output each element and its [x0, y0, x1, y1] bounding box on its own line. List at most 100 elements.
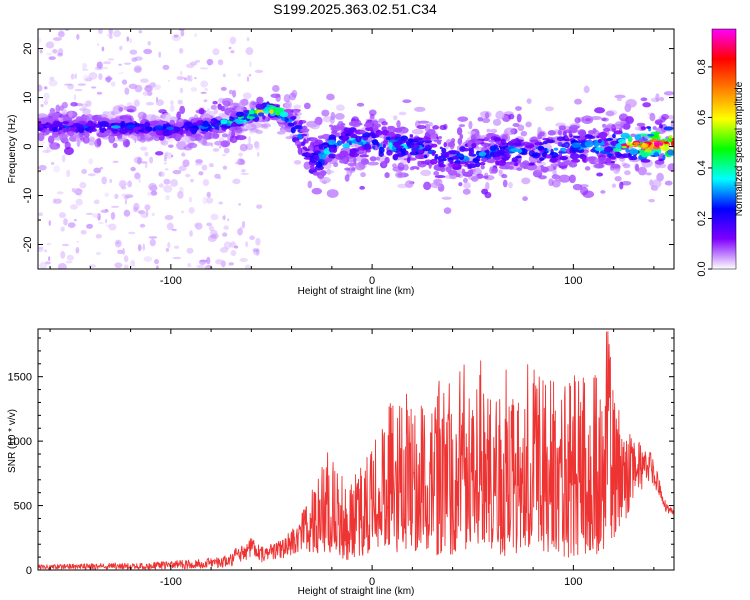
spectrogram-ridge-cell: [255, 103, 266, 110]
spectrogram-noise-cell: [43, 100, 49, 106]
spectrogram-halo-cell: [423, 181, 432, 191]
spectrogram-ridge-cell: [570, 158, 581, 163]
spectrogram-ridge-cell: [365, 149, 371, 153]
spectrogram-ridge-cell: [417, 149, 424, 154]
spectrogram-halo-cell: [462, 188, 471, 195]
spectrogram-noise-cell: [144, 162, 148, 169]
spectrogram-noise-cell: [149, 82, 156, 88]
spectrogram-halo-cell: [88, 136, 96, 142]
spectrogram-noise-cell: [217, 59, 224, 66]
spectrogram-ridge-cell: [472, 157, 480, 164]
spectrogram-ridge-cell: [328, 124, 334, 128]
spectrogram-ridge-cell: [455, 173, 461, 178]
spectrogram-noise-cell: [215, 259, 224, 265]
spectrogram-ridge-cell: [653, 151, 659, 157]
spectrogram-noise-cell: [93, 199, 100, 205]
spectrogram-ridge-cell: [565, 135, 569, 140]
spectrogram-ridge-cell: [606, 138, 614, 141]
spectrogram-noise-cell: [198, 171, 204, 176]
spectrogram-x-tick-label: 0: [369, 275, 375, 287]
spectrogram-noise-cell: [38, 84, 43, 92]
spectrogram-noise-cell: [140, 212, 149, 219]
spectrogram-halo-cell: [396, 120, 401, 128]
spectrogram-noise-cell: [143, 48, 153, 55]
spectrogram-noise-cell: [172, 256, 182, 260]
spectrogram-halo-cell: [384, 172, 390, 179]
spectrogram-noise-cell: [151, 212, 155, 217]
spectrogram-noise-cell: [84, 77, 93, 82]
spectrogram-noise-cell: [70, 73, 75, 80]
spectrogram-ridge-cell: [400, 135, 409, 142]
spectrogram-ridge-cell: [438, 163, 446, 168]
snr-x-tick-label: 100: [564, 576, 582, 588]
spectrogram-ridge-cell: [483, 142, 488, 149]
spectrogram-halo-cell: [356, 102, 365, 107]
spectrogram-ridge-cell: [452, 166, 462, 170]
spectrogram-noise-cell: [195, 60, 201, 63]
spectrogram-peak-cell: [642, 143, 646, 146]
spectrogram-ridge-cell: [321, 133, 332, 140]
spectrogram-noise-cell: [204, 88, 208, 91]
spectrogram-halo-cell: [404, 180, 414, 188]
spectrogram-ridge-cell: [62, 128, 70, 133]
spectrogram-ridge-cell: [279, 111, 289, 118]
spectrogram-ridge-cell: [666, 149, 674, 156]
colorbar-axes: 0.0 0.2 0.4 0.6 0.8: [696, 59, 712, 277]
spectrogram-ridge-cell: [427, 128, 436, 135]
spectrogram-ridge-cell: [298, 119, 303, 126]
spectrogram-ridge-cell: [315, 161, 323, 168]
spectrogram-ridge-cell: [369, 156, 377, 162]
spectrogram-ridge-cell: [623, 123, 631, 130]
spectrogram-halo-cell: [61, 108, 68, 116]
spectrogram-halo-cell: [664, 180, 673, 186]
spectrogram-noise-cell: [97, 213, 101, 221]
spectrogram-noise-cell: [123, 209, 131, 217]
spectrogram-halo-cell: [107, 110, 119, 118]
spectrogram-ridge-cell: [412, 148, 417, 154]
spectrogram-noise-cell: [129, 38, 132, 44]
spectrogram-noise-cell: [164, 214, 174, 221]
spectrogram-ridge-cell: [440, 167, 446, 173]
spectrogram-ridge-cell: [174, 121, 184, 128]
spectrogram-ridge-cell: [406, 156, 411, 164]
spectrogram-ridge-cell: [597, 139, 602, 143]
spectrogram-halo-cell: [558, 174, 571, 183]
spectrogram-ridge-cell: [362, 136, 369, 141]
spectrogram-noise-cell: [179, 87, 184, 94]
spectrogram-noise-cell: [202, 179, 210, 187]
spectrogram-ridge-cell: [385, 136, 391, 141]
spectrogram-noise-cell: [146, 191, 152, 197]
spectrogram-noise-cell: [248, 136, 251, 144]
spectrogram-halo-cell: [502, 179, 508, 188]
spectrogram-noise-cell: [147, 84, 151, 92]
spectrogram-noise-cell: [232, 89, 237, 98]
spectrogram-ridge-cell: [431, 151, 436, 157]
spectrogram-noise-cell: [165, 194, 170, 201]
spectrogram-noise-cell: [162, 64, 170, 71]
spectrogram-noise-cell: [39, 49, 43, 54]
spectrogram-noise-cell: [148, 236, 158, 239]
spectrogram-halo-cell: [515, 106, 522, 111]
spectrogram-ridge-cell: [144, 126, 153, 132]
spectrogram-noise-cell: [155, 99, 164, 106]
spectrogram-ridge-cell: [562, 131, 567, 137]
colorbar-label: Normalized spectral amplitude: [734, 81, 745, 216]
spectrogram-noise-cell: [110, 81, 116, 87]
spectrogram-noise-cell: [108, 35, 113, 39]
spectrogram-ridge-cell: [367, 132, 376, 137]
spectrogram-halo-cell: [369, 113, 375, 120]
spectrogram-ridge-cell: [392, 141, 401, 148]
spectrogram-ridge-cell: [500, 138, 506, 146]
spectrogram-ridge-cell: [396, 151, 402, 154]
spectrogram-halo-cell: [596, 172, 604, 177]
spectrogram-noise-cell: [57, 52, 64, 57]
spectrogram-noise-cell: [179, 48, 184, 54]
spectrogram-ridge-cell: [211, 121, 220, 128]
spectrogram-halo-cell: [68, 135, 77, 142]
spectrogram-peak-cell: [658, 142, 664, 146]
spectrogram-halo-cell: [621, 180, 632, 186]
spectrogram-ridge-cell: [547, 130, 556, 136]
spectrogram-ridge-cell: [331, 130, 338, 134]
spectrogram-ridge-cell: [289, 116, 296, 120]
spectrogram-noise-cell: [172, 169, 182, 175]
